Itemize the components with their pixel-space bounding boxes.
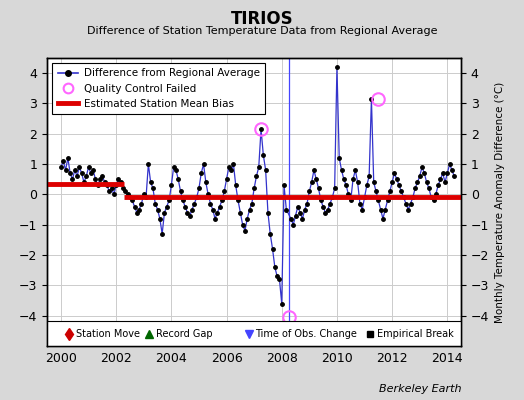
Y-axis label: Monthly Temperature Anomaly Difference (°C): Monthly Temperature Anomaly Difference (… [495, 81, 505, 323]
Text: TIRIOS: TIRIOS [231, 10, 293, 28]
Text: Berkeley Earth: Berkeley Earth [379, 384, 461, 394]
Text: Time of Obs. Change: Time of Obs. Change [256, 329, 357, 339]
Legend: Difference from Regional Average, Quality Control Failed, Estimated Station Mean: Difference from Regional Average, Qualit… [52, 63, 265, 114]
Text: Empirical Break: Empirical Break [377, 329, 454, 339]
Text: Difference of Station Temperature Data from Regional Average: Difference of Station Temperature Data f… [87, 26, 437, 36]
Text: 2014: 2014 [431, 352, 463, 365]
Text: 2002: 2002 [100, 352, 132, 365]
Text: 2006: 2006 [211, 352, 243, 365]
Text: 2010: 2010 [321, 352, 353, 365]
Text: 2000: 2000 [45, 352, 77, 365]
Bar [47, 321, 461, 346]
Text: 2008: 2008 [266, 352, 298, 365]
Text: 2012: 2012 [376, 352, 408, 365]
Text: 2004: 2004 [156, 352, 187, 365]
Text: Station Move: Station Move [76, 329, 140, 339]
Text: Record Gap: Record Gap [156, 329, 213, 339]
